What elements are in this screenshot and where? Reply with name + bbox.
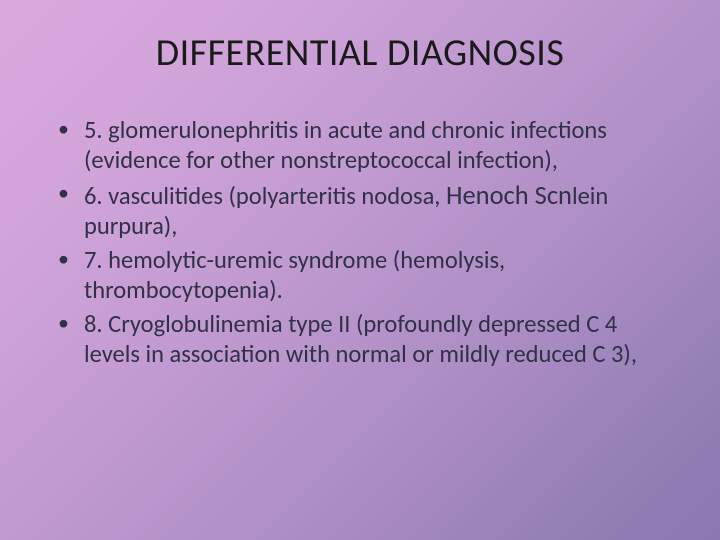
bullet-prefix: 8. — [84, 309, 108, 339]
list-item: 8. Cryoglobulinemia type II (profoundly … — [84, 310, 670, 370]
bullet-text: hemolytic-uremic syndrome (hemolysis, th… — [84, 245, 505, 305]
slide-title: DIFFERENTIAL DIAGNOSIS — [50, 30, 670, 76]
bullet-text: glomerulonephritis in acute and chronic … — [84, 115, 607, 175]
list-item: 6. vasculitides (polyarteritis nodosa, H… — [84, 180, 670, 242]
bullet-prefix: 5. — [84, 115, 108, 145]
bullet-prefix: 6. — [84, 181, 108, 211]
bullet-text: Cryoglobulinemia type II (profoundly dep… — [84, 309, 637, 369]
bullet-list: 5. glomerulonephritis in acute and chron… — [50, 116, 670, 369]
bullet-text: vasculitides (polyarteritis nodosa, — [108, 181, 446, 211]
emphasis-text: Henoch — [446, 180, 535, 212]
emphasis-text: Scn — [535, 180, 572, 212]
list-item: 5. glomerulonephritis in acute and chron… — [84, 116, 670, 176]
bullet-prefix: 7. — [84, 245, 108, 275]
list-item: 7. hemolytic-uremic syndrome (hemolysis,… — [84, 246, 670, 306]
